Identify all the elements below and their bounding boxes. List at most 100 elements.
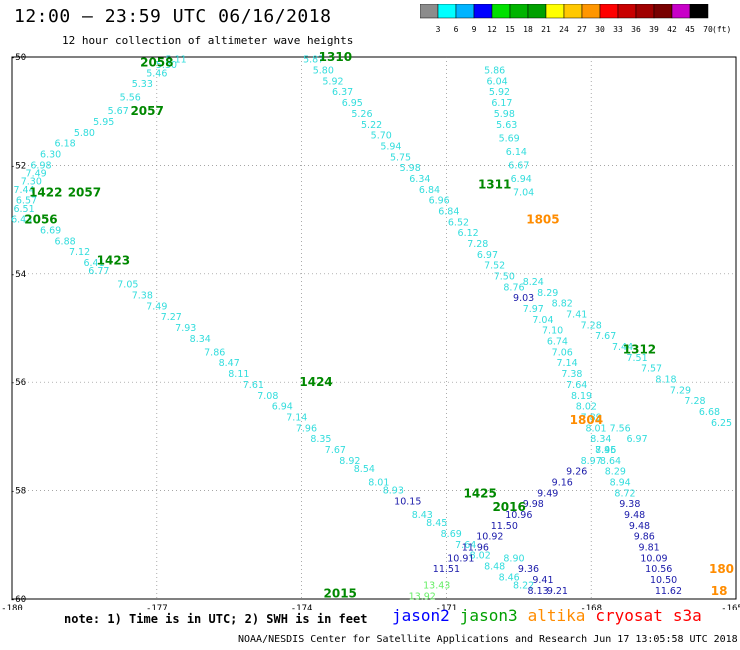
swh-value: 6.57: [16, 196, 37, 207]
swh-value: 6.69: [40, 225, 61, 236]
swh-value: 10.96: [505, 510, 532, 521]
swh-value: 8.29: [537, 288, 558, 299]
swh-value: 8.35: [310, 434, 331, 445]
swh-value: 5.56: [120, 93, 141, 104]
swh-value: 9.03: [513, 293, 534, 304]
swh-value: 10.91: [447, 553, 474, 564]
swh-value: 7.38: [561, 369, 582, 380]
swh-value: 6.34: [409, 174, 430, 185]
swh-value: 7.49: [146, 301, 167, 312]
lon-tick-label: -168: [580, 604, 602, 610]
pass-id-label: 2057: [130, 104, 163, 118]
swh-value: 5.75: [390, 152, 411, 163]
lon-tick-label: -171: [436, 604, 458, 610]
swh-value: 9.81: [639, 543, 660, 554]
swh-value: 8.45: [595, 445, 616, 456]
colorbar-tick-label: 33: [613, 25, 623, 34]
swh-value: 7.44: [13, 185, 34, 196]
wave-height-points: 5.115.305.465.335.565.675.955.806.186.30…: [11, 55, 732, 603]
swh-value: 10.09: [640, 553, 667, 564]
legend-item-jason2: jason2: [392, 606, 450, 625]
pass-id-label: 1805: [526, 213, 559, 227]
swh-value: 8.01: [585, 423, 606, 434]
swh-value: 7.44: [612, 342, 633, 353]
pass-id-label: 180: [709, 562, 734, 576]
colorbar-tick-label: 12: [487, 25, 497, 34]
swh-value: 8.29: [605, 467, 626, 478]
swh-value: 7.57: [641, 364, 662, 375]
swh-value: 11.96: [462, 543, 489, 554]
swh-value: 6.88: [55, 236, 76, 247]
swh-value: 6.94: [511, 174, 532, 185]
swh-value: 9.36: [518, 564, 539, 575]
swh-value: 7.14: [286, 412, 307, 423]
pass-id-label: 18: [711, 584, 728, 598]
swh-value: 10.50: [650, 575, 677, 586]
swh-value: 7.04: [513, 188, 534, 199]
swh-value: 5.95: [93, 117, 114, 128]
swh-value: 7.97: [523, 304, 544, 315]
colorbar-tick-label: 9: [472, 25, 477, 34]
swh-value: 6.04: [487, 76, 508, 87]
swh-value: 7.12: [69, 247, 90, 258]
swh-value: 11.51: [433, 564, 460, 575]
swh-value: 6.95: [342, 98, 363, 109]
swh-value: 10.56: [645, 564, 672, 575]
swh-value: 8.46: [499, 572, 520, 583]
swh-value: 5.80: [313, 66, 334, 77]
swh-value: 6.74: [547, 337, 568, 348]
lat-tick-label: -58: [10, 487, 26, 497]
pass-id-label: 1312: [623, 343, 656, 357]
swh-value: 5.22: [361, 120, 382, 131]
swh-value: 7.52: [484, 261, 505, 272]
swh-value: 8.92: [339, 456, 360, 467]
colorbar-tick-label: 36: [631, 25, 641, 34]
legend-item-altika: altika: [527, 606, 586, 625]
colorbar-swatch: [689, 4, 709, 19]
swh-value: 7.06: [552, 347, 573, 358]
swh-value: 8.13: [528, 586, 549, 597]
lat-tick-label: -56: [10, 378, 26, 388]
satellite-legend: jason2 jason3 altika cryosat s3a: [392, 606, 712, 625]
swh-value: 8.34: [590, 434, 611, 445]
swh-value: 9.16: [552, 477, 573, 488]
swh-value: 8.94: [610, 477, 631, 488]
swh-value: 9.48: [624, 510, 645, 521]
swh-value: 8.76: [503, 282, 524, 293]
swh-value: 6.12: [458, 228, 479, 239]
swh-value: 5.94: [380, 141, 401, 152]
colorbar-tick-label: 18: [523, 25, 533, 34]
swh-value: 7.41: [566, 309, 587, 320]
colorbar-tick-label: 21: [541, 25, 551, 34]
swh-value: 5.86: [484, 66, 505, 77]
swh-value: 8.02: [576, 402, 597, 413]
colorbar-tick-label: 30: [595, 25, 605, 34]
swh-value: 5.69: [499, 133, 520, 144]
swh-value: 13.43: [423, 580, 450, 591]
swh-value: 7.14: [556, 358, 577, 369]
swh-value: 8.48: [484, 561, 505, 572]
swh-value: 7.38: [132, 290, 153, 301]
colorbar-tick-label: 70: [703, 25, 713, 34]
pass-id-label: 1425: [463, 486, 496, 500]
axis-ticks: -180 -177 -174 -171 -168 -165 -50 -52 -54 -56 -58 -…: [1, 53, 740, 610]
colorbar-unit: (ft): [712, 25, 731, 34]
swh-value: 5.11: [166, 55, 187, 66]
swh-value: 5.63: [496, 120, 517, 131]
swh-value: 8.93: [383, 486, 404, 497]
pass-id-label: 2016: [492, 500, 525, 514]
swh-value: 9.98: [523, 499, 544, 510]
swh-value: 13.92: [409, 591, 436, 602]
lon-tick-label: -165: [721, 604, 740, 610]
swh-value: 5.80: [74, 128, 95, 139]
lon-tick-label: -180: [1, 604, 23, 610]
legend-item-jason3: jason3: [459, 606, 518, 625]
swh-value: 7.93: [175, 323, 196, 334]
swh-value: 6.18: [55, 139, 76, 150]
swh-value: 5.26: [351, 109, 372, 120]
swh-value: 9.21: [547, 586, 568, 597]
swh-value: 7.51: [626, 353, 647, 364]
swh-value: 7.67: [595, 331, 616, 342]
swh-value: 5.33: [132, 79, 153, 90]
